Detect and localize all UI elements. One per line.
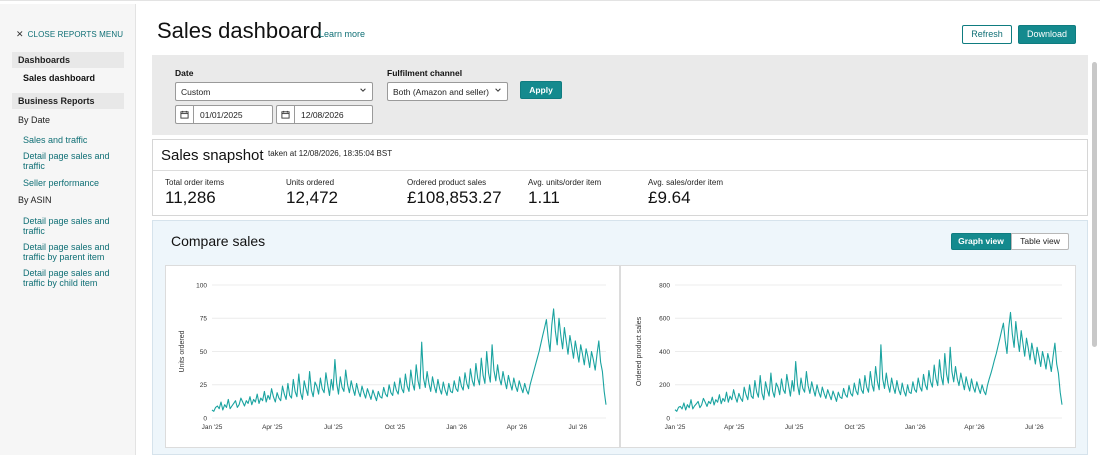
sidebar-section-by-asin: By ASIN [18,195,52,205]
reports-sidebar: ✕ CLOSE REPORTS MENU Dashboards Sales da… [0,4,136,455]
calendar-icon[interactable] [277,106,295,123]
y-tick-label: 600 [659,316,670,323]
x-tick-label: Jan '26 [446,424,467,431]
fulfilment-channel-select[interactable]: Both (Amazon and seller) [387,82,508,101]
x-tick-label: Jan '25 [665,424,686,431]
metric-label-ordered-product-sales: Ordered product sales [407,178,487,187]
y-tick-label: 0 [666,415,670,422]
scrollbar-thumb[interactable] [1092,62,1097,347]
y-tick-label: 800 [659,282,670,289]
compare-sales-section: Compare sales Graph view Table view 0 25 5… [152,220,1088,455]
close-reports-menu-label: CLOSE REPORTS MENU [27,30,124,39]
start-date-input[interactable]: 01/01/2025 [175,105,273,124]
y-tick-label: 0 [203,415,207,422]
y-tick-label: 200 [659,382,670,389]
y-tick-label: 50 [200,349,208,356]
sidebar-link-sales-and-traffic[interactable]: Sales and traffic [23,135,88,145]
metric-label-total-order-items: Total order items [165,178,225,187]
apply-button[interactable]: Apply [520,81,562,99]
sidebar-group-business-reports: Business Reports [12,93,124,109]
chevron-down-icon [360,88,366,92]
sidebar-link-asin-child-item[interactable]: Detail page sales and traffic by child i… [23,268,110,288]
chevron-down-icon [495,88,501,92]
download-button[interactable]: Download [1018,25,1076,44]
date-range-value: Custom [181,87,211,97]
y-tick-label: 100 [196,282,207,289]
x-tick-label: Oct '25 [385,424,406,431]
x-tick-label: Jul '25 [785,424,804,431]
metric-value-ordered-product-sales: £108,853.27 [407,188,502,207]
y-axis-label: Units ordered [179,330,186,372]
metric-value-total-order-items: 11,286 [165,188,216,207]
y-tick-label: 400 [659,349,670,356]
sales-snapshot-title: Sales snapshot [161,147,264,164]
y-tick-label: 75 [200,316,208,323]
page-title: Sales dashboard [157,18,323,43]
y-tick-label: 25 [200,382,208,389]
sidebar-link-seller-performance[interactable]: Seller performance [23,178,100,188]
metric-value-avg-sales-per-order-item: £9.64 [648,188,691,207]
series-line [211,308,607,412]
metric-value-avg-units-per-order-item: 1.11 [528,188,560,207]
x-tick-label: Apr '26 [964,424,985,431]
x-tick-label: Jan '25 [202,424,223,431]
snapshot-timestamp: taken at 12/08/2026, 18:35:04 BST [268,149,393,158]
x-tick-label: Jul '26 [569,424,588,431]
y-axis-label: Ordered product sales [636,316,643,386]
metric-label-avg-units-per-order-item: Avg. units/order item [528,178,602,187]
series-line [674,311,1063,412]
sales-snapshot-header: Sales snapshot taken at 12/08/2026, 18:3… [153,140,1087,171]
fulfilment-channel-value: Both (Amazon and seller) [393,87,489,97]
units-ordered-chart: 0 25 50 75 100 Units ordered Jan '25 Apr '25 Jul… [179,282,607,431]
x-tick-label: Jul '26 [1025,424,1044,431]
date-range-select[interactable]: Custom [175,82,373,101]
sidebar-link-asin-parent-item[interactable]: Detail page sales and traffic by parent … [23,242,110,262]
sidebar-item-sales-dashboard[interactable]: Sales dashboard [23,73,96,83]
top-border [0,0,1100,4]
metric-value-units-ordered: 12,472 [286,188,338,207]
compare-sales-title: Compare sales [171,233,266,249]
sales-snapshot-card: Sales snapshot taken at 12/08/2026, 18:3… [152,139,1088,216]
sidebar-section-by-date: By Date [18,115,51,125]
ordered-product-sales-chart: 0 200 400 600 800 Ordered product sales Jan '2… [636,282,1063,431]
graph-view-button[interactable]: Graph view [951,233,1011,250]
x-tick-label: Apr '25 [262,424,283,431]
x-tick-label: Oct '25 [844,424,865,431]
close-icon: ✕ [16,29,24,39]
sidebar-link-detail-page-sales-traffic[interactable]: Detail page sales and traffic [23,151,110,171]
x-tick-label: Apr '25 [724,424,745,431]
date-label: Date [175,68,194,78]
fulfilment-channel-label: Fulfilment channel [387,68,463,78]
close-reports-menu-button[interactable]: ✕ CLOSE REPORTS MENU [16,29,123,40]
end-date-value: 12/08/2026 [301,110,344,120]
end-date-input[interactable]: 12/08/2026 [276,105,373,124]
metric-label-avg-sales-per-order-item: Avg. sales/order item [648,178,723,187]
sidebar-link-asin-detail-page[interactable]: Detail page sales and traffic [23,216,110,236]
refresh-button[interactable]: Refresh [962,25,1012,44]
units-ordered-chart-panel: 0 25 50 75 100 Units ordered Jan '25 Apr '25 Jul… [165,265,620,448]
learn-more-link[interactable]: Learn more [319,29,366,39]
x-tick-label: Jul '25 [324,424,343,431]
table-view-button[interactable]: Table view [1011,233,1069,250]
sidebar-group-dashboards: Dashboards [12,52,124,68]
calendar-icon[interactable] [176,106,194,123]
ordered-product-sales-chart-panel: 0 200 400 600 800 Ordered product sales Jan '2… [620,265,1076,448]
metric-label-units-ordered: Units ordered [286,178,335,187]
x-tick-label: Jan '26 [905,424,926,431]
start-date-value: 01/01/2025 [200,110,243,120]
x-tick-label: Apr '26 [507,424,528,431]
